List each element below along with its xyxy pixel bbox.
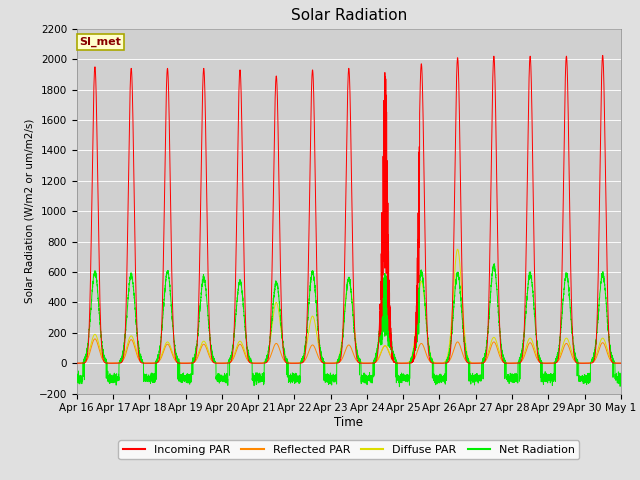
Title: Solar Radiation: Solar Radiation (291, 9, 407, 24)
X-axis label: Time: Time (334, 416, 364, 429)
Text: SI_met: SI_met (79, 37, 122, 48)
Legend: Incoming PAR, Reflected PAR, Diffuse PAR, Net Radiation: Incoming PAR, Reflected PAR, Diffuse PAR… (118, 440, 579, 459)
Y-axis label: Solar Radiation (W/m2 or um/m2/s): Solar Radiation (W/m2 or um/m2/s) (24, 119, 35, 303)
